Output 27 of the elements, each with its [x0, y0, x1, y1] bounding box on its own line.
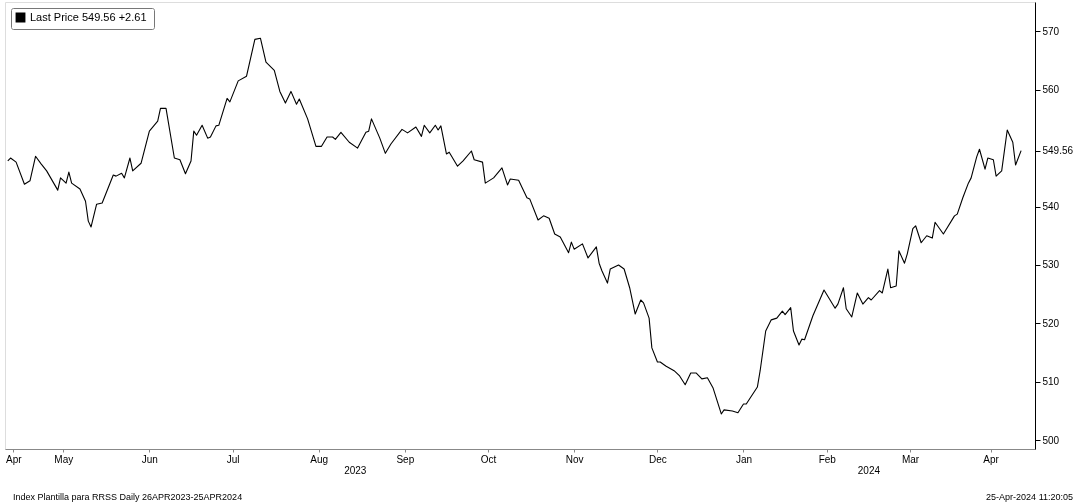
x-tick-label: Jul: [226, 453, 240, 465]
x-tick-label: Jun: [141, 453, 158, 465]
x-tick-label: Apr: [6, 453, 23, 465]
x-tick-label: Feb: [818, 453, 837, 465]
x-tick-label: Sep: [396, 453, 415, 465]
y-tick-label: 510: [1042, 376, 1060, 388]
y-tick-label: 530: [1042, 259, 1060, 271]
x2-tick-label: 2024: [857, 464, 881, 476]
x-tick-label: Jan: [735, 453, 753, 465]
y-tick-label: 500: [1042, 434, 1060, 446]
x-tick-label: Aug: [310, 453, 329, 465]
y-tick-label: 570: [1042, 25, 1060, 37]
y-tick-label: 560: [1042, 84, 1060, 96]
y-tick-label: 549.56: [1042, 145, 1074, 157]
x-tick-label: Apr: [983, 453, 1000, 465]
text: 25-Apr-2024 11:20:05: [986, 492, 1073, 502]
x-tick-label: Oct: [480, 453, 497, 465]
x-tick-label: May: [54, 453, 74, 465]
line-series: [7, 37, 1022, 415]
y-tick-label: 540: [1042, 201, 1060, 213]
y-tick-label: 520: [1042, 317, 1060, 329]
x2-tick-label: 2023: [344, 464, 367, 476]
x-tick-label: Nov: [565, 453, 584, 465]
x-tick-label: Dec: [649, 453, 667, 465]
text: Index Plantilla para RRSS Daily 26APR2023-25APR2024: [13, 492, 243, 502]
x-tick-label: Mar: [901, 453, 920, 465]
legend-label: Last Price 549.56 +2.61: [30, 10, 147, 23]
